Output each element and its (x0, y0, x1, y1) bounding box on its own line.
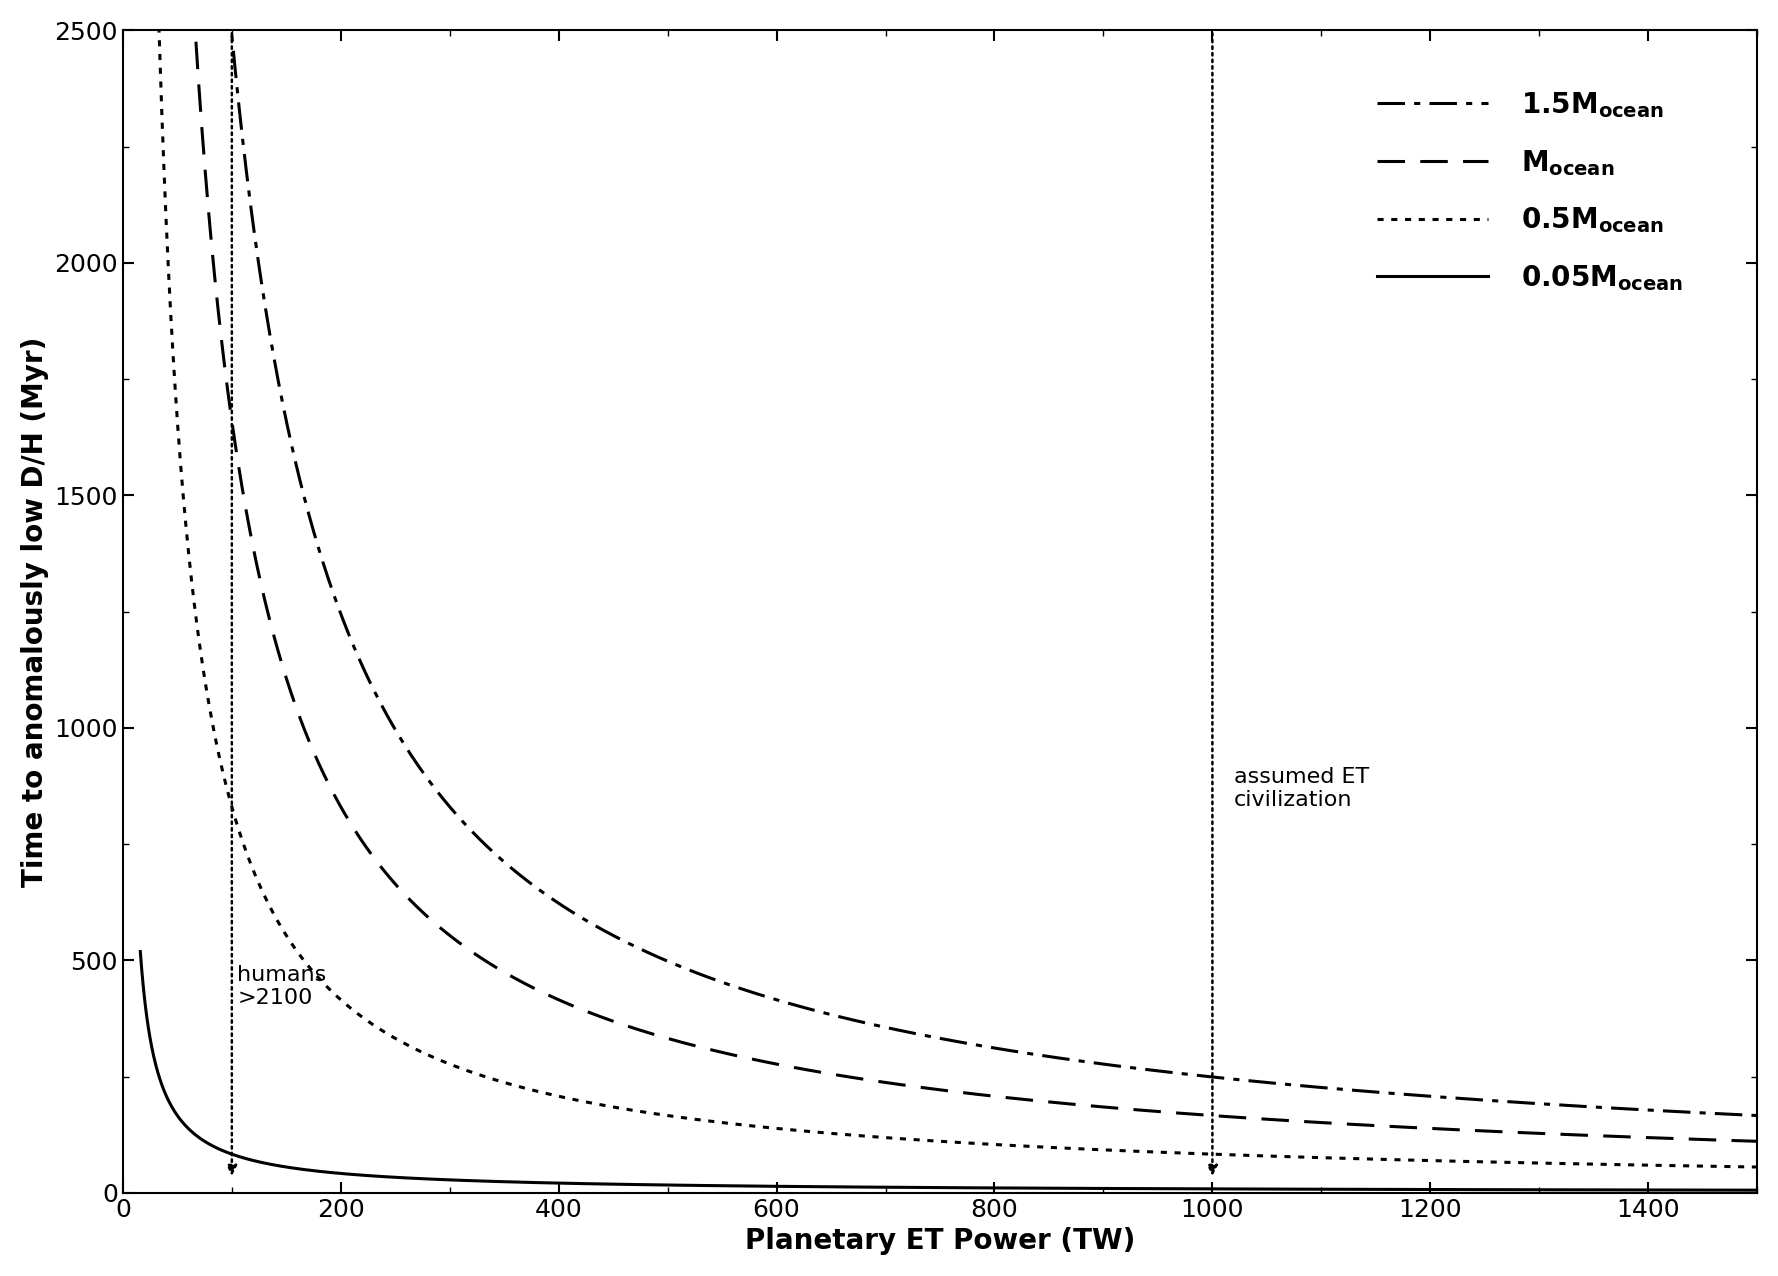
Text: humans
>2100: humans >2100 (236, 965, 327, 1008)
Y-axis label: Time to anomalously low D/H (Myr): Time to anomalously low D/H (Myr) (21, 337, 48, 887)
Legend: 1.5M$_\mathbf{ocean}$, M$_\mathbf{ocean}$, 0.5M$_\mathbf{ocean}$, 0.05M$_\mathbf: 1.5M$_\mathbf{ocean}$, M$_\mathbf{ocean}… (1366, 79, 1694, 304)
Text: assumed ET
civilization: assumed ET civilization (1234, 767, 1369, 810)
X-axis label: Planetary ET Power (TW): Planetary ET Power (TW) (745, 1228, 1134, 1256)
